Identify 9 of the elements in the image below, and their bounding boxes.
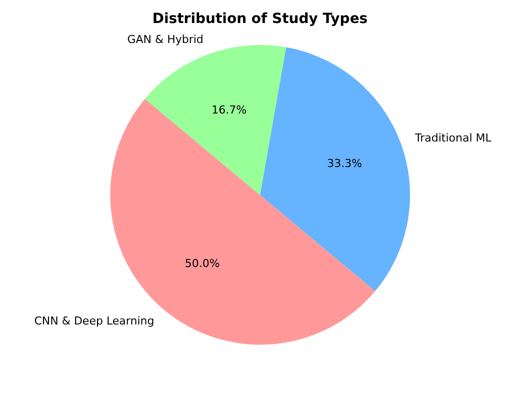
slice-label: GAN & Hybrid: [127, 33, 204, 46]
chart-title: Distribution of Study Types: [152, 11, 368, 27]
pie-slice: [260, 47, 410, 292]
slice-label: Traditional ML: [414, 131, 492, 144]
slice-label: CNN & Deep Learning: [34, 314, 154, 328]
data-label: 50.0%: [184, 257, 220, 270]
pie-slice: [144, 45, 286, 195]
data-label: 16.7%: [212, 103, 247, 116]
data-label: 33.3%: [327, 157, 362, 170]
